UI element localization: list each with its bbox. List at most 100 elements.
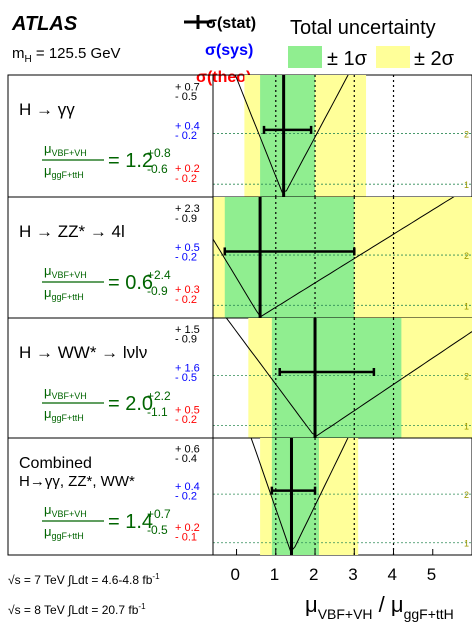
panel-title: H → WW* → lνlν — [19, 343, 147, 362]
panels-group: 21+ 0.7- 0.5+ 0.4- 0.2+ 0.2- 0.2H → γγμV… — [7, 74, 472, 556]
one-sigma-marker: 1 — [464, 180, 469, 190]
result-err-down: -0.5 — [147, 523, 168, 537]
uncert-sys-up: + 0.5 — [175, 242, 200, 254]
likelihood-curve — [213, 197, 455, 318]
uncert-theo-up: + 0.2 — [175, 522, 200, 534]
panel-2: 2 1 + 1.5- 0.9 + 1.6- 0.5 + 0.5- 0.2 H → WW* … — [7, 317, 472, 439]
uncert-stat-up: + 2.3 — [175, 203, 200, 215]
uncert-sys-down: - 0.2 — [175, 252, 197, 264]
uncert-sys-down: - 0.2 — [175, 490, 197, 502]
two-sigma-marker: 2 — [464, 490, 469, 500]
uncert-sys-up: + 0.4 — [175, 481, 200, 493]
one-sigma-marker: 1 — [464, 301, 469, 311]
uncert-stat-down: - 0.9 — [175, 334, 197, 346]
uncert-theo-up: + 0.5 — [175, 404, 200, 416]
ratio-numerator: μVBF+VH — [44, 384, 87, 401]
result-err-down: -1.1 — [147, 405, 168, 419]
uncert-stat-up: + 1.5 — [175, 324, 200, 336]
uncert-theo-down: - 0.2 — [175, 173, 197, 185]
one-sigma-marker: 1 — [464, 421, 469, 431]
uncert-sys-down: - 0.5 — [175, 372, 197, 384]
result-err-up: +0.7 — [147, 507, 171, 521]
x-tick-label: 2 — [309, 565, 318, 584]
panel-0: 21+ 0.7- 0.5+ 0.4- 0.2+ 0.2- 0.2H → γγμV… — [7, 74, 472, 198]
result-formula: μVBF+VH μggF+ttH = 0.6+2.4 -0.9 — [42, 263, 171, 302]
result-formula: μVBF+VH μggF+ttH = 1.2+0.8 -0.6 — [42, 141, 171, 180]
likelihood-curve — [250, 438, 349, 553]
uncert-theo-up: + 0.2 — [175, 163, 200, 175]
experiment-label: ATLAS — [11, 13, 78, 35]
legend-stat-label: σ(stat) — [206, 15, 256, 32]
legend-two-sigma-label: ± 2σ — [414, 48, 455, 70]
x-tick-label: 4 — [388, 565, 397, 584]
likelihood-curve — [234, 75, 349, 193]
higgs-mass-label: mH = 125.5 GeV — [12, 45, 121, 65]
ratio-denominator: μggF+ttH — [44, 163, 84, 180]
ratio-numerator: μVBF+VH — [44, 141, 87, 158]
panel-plot — [213, 75, 472, 197]
result-err-up: +2.2 — [147, 389, 171, 403]
x-axis-ticks: 0 1 2 3 4 5 — [231, 549, 436, 584]
uncert-stat-down: - 0.5 — [175, 91, 197, 103]
uncert-sys-up: + 1.6 — [175, 362, 200, 374]
result-err-down: -0.6 — [147, 162, 168, 176]
one-sigma-band — [260, 75, 316, 197]
result-value: = 0.6 — [108, 272, 153, 294]
uncert-theo-down: - 0.2 — [175, 414, 197, 426]
result-err-up: +2.4 — [147, 268, 171, 282]
panel-3: 2 1 + 0.6- 0.4 + 0.4- 0.2 + 0.2- 0.1 Combined… — [7, 437, 472, 556]
result-value: = 2.0 — [108, 393, 153, 415]
legend-one-sigma-swatch — [288, 46, 322, 68]
two-sigma-marker: 2 — [464, 130, 469, 140]
x-tick-label: 3 — [348, 565, 357, 584]
legend-one-sigma-label: ± 1σ — [327, 48, 368, 70]
panel-plot — [213, 438, 472, 555]
result-formula: μVBF+VH μggF+ttH = 2.0+2.2 -1.1 — [42, 384, 171, 423]
one-sigma-band — [271, 438, 319, 555]
uncert-theo-down: - 0.2 — [175, 294, 197, 306]
legend-sys-label: σ(sys) — [205, 42, 253, 59]
x-tick-label: 5 — [427, 565, 436, 584]
x-tick-label: 0 — [231, 565, 240, 584]
result-err-down: -0.9 — [147, 284, 168, 298]
one-sigma-band — [271, 318, 402, 438]
panel-1: 21+ 2.3- 0.9+ 0.5- 0.2+ 0.3- 0.2H → ZZ* … — [7, 196, 472, 319]
result-err-up: +0.8 — [147, 146, 171, 160]
likelihood-curve — [225, 318, 472, 437]
panel-title-line1: Combined — [19, 455, 92, 472]
panel-title: H → γγ — [19, 100, 75, 119]
ratio-numerator: μVBF+VH — [44, 263, 87, 280]
uncert-theo-down: - 0.1 — [175, 531, 197, 543]
one-sigma-band — [224, 197, 355, 318]
energy-note-8tev: √s = 8 TeV ∫Ldt = 20.7 fb-1 — [8, 602, 146, 617]
legend-total-title: Total uncertainty — [290, 17, 436, 39]
energy-note-7tev: √s = 7 TeV ∫Ldt = 4.6-4.8 fb-1 — [8, 572, 160, 587]
uncert-stat-up: + 0.6 — [175, 444, 200, 456]
x-tick-label: 1 — [270, 565, 279, 584]
panel-plot — [213, 318, 472, 438]
uncert-sys-up: + 0.4 — [175, 120, 200, 132]
ratio-denominator: μggF+ttH — [44, 285, 84, 302]
uncert-sys-down: - 0.2 — [175, 130, 197, 142]
legend-theo-label: σ(theo) — [196, 69, 251, 86]
legend-two-sigma-swatch — [376, 46, 410, 68]
result-formula: μVBF+VH μggF+ttH = 1.4+0.7 -0.5 — [42, 502, 171, 541]
uncert-stat-down: - 0.4 — [175, 453, 197, 465]
two-sigma-marker: 2 — [464, 372, 469, 382]
two-sigma-marker: 2 — [464, 251, 469, 261]
panel-plot — [213, 197, 472, 318]
ratio-denominator: μggF+ttH — [44, 524, 84, 541]
result-value: = 1.2 — [108, 150, 153, 172]
panel-frame — [7, 437, 472, 556]
ratio-numerator: μVBF+VH — [44, 502, 87, 519]
one-sigma-marker: 1 — [464, 539, 469, 549]
uncert-theo-up: + 0.3 — [175, 284, 200, 296]
uncert-stat-down: - 0.9 — [175, 213, 197, 225]
uncert-stat-up: + 0.7 — [175, 81, 200, 93]
panel-title-line2: H→γγ, ZZ*, WW* — [19, 473, 135, 490]
ratio-denominator: μggF+ttH — [44, 406, 84, 423]
result-value: = 1.4 — [108, 511, 153, 533]
panel-title: H → ZZ* → 4l — [19, 222, 125, 241]
x-axis-title: μVBF+VH / μggF+ttH — [305, 592, 454, 622]
